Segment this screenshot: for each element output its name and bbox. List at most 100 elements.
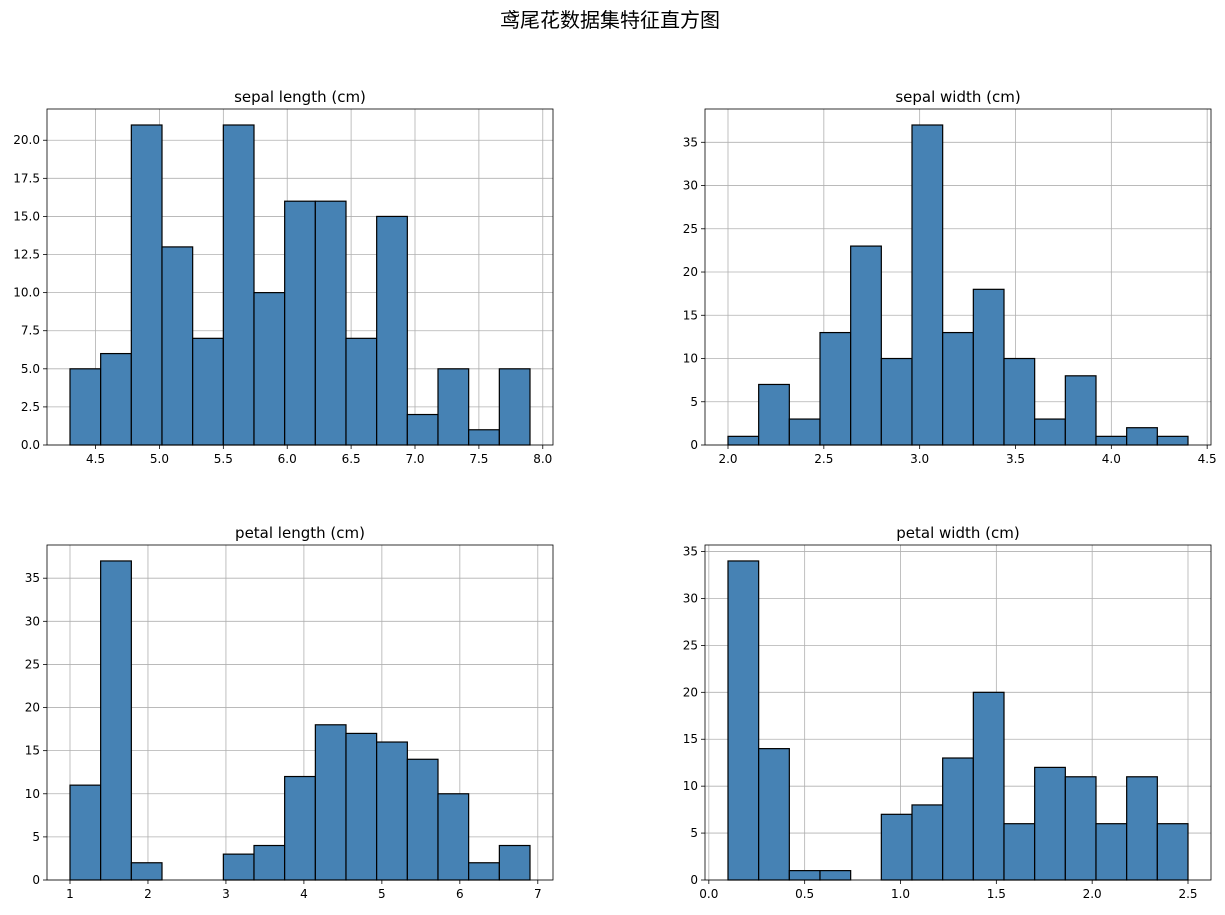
histogram-bar (406, 758, 439, 881)
y-tick-label: 5 (690, 395, 698, 409)
x-axis: 1 2 3 4 5 6 7 (66, 880, 542, 901)
y-tick-label: 15 (683, 732, 698, 746)
x-tick-label: 1.0 (891, 887, 910, 901)
y-tick-label: 5.0 (21, 362, 40, 376)
axes-frame (704, 108, 1212, 446)
histogram-bar (819, 870, 852, 881)
histogram-bar (284, 775, 316, 881)
subplot-3: 1 2 3 4 5 6 7 0 5 10 15 20 25 30 35 petal length (cm) (25, 524, 554, 901)
histogram-bar (1126, 776, 1158, 881)
histogram-bar (345, 337, 378, 446)
y-tick-label: 5 (690, 826, 698, 840)
bars (727, 560, 1189, 881)
x-tick-label: 8.0 (533, 452, 552, 466)
histogram-bar (192, 337, 224, 446)
axes-frame (46, 544, 554, 881)
histogram-bar (1095, 823, 1128, 881)
histogram-bar (376, 215, 408, 446)
y-tick-label: 30 (683, 591, 698, 605)
y-tick-label: 10 (683, 352, 698, 366)
x-tick-label: 4.5 (1198, 452, 1217, 466)
x-tick-label: 2.5 (1178, 887, 1197, 901)
y-tick-label: 25 (683, 638, 698, 652)
x-tick-label: 5.0 (150, 452, 169, 466)
histogram-bar (376, 741, 408, 881)
histogram-bar (1003, 823, 1036, 881)
y-tick-label: 35 (683, 545, 698, 559)
axes-frame (46, 108, 554, 446)
subplot-title: sepal width (cm) (895, 88, 1020, 106)
histogram-bar (498, 844, 531, 881)
x-tick-label: 4 (300, 887, 308, 901)
histogram-bar (314, 200, 347, 446)
histogram-bar (222, 853, 255, 881)
x-tick-label: 6 (456, 887, 464, 901)
y-tick-label: 20 (683, 685, 698, 699)
histogram-bar (437, 368, 470, 446)
subplot-title: petal length (cm) (235, 524, 365, 542)
y-tick-label: 0 (32, 873, 40, 887)
x-tick-label: 4.5 (86, 452, 105, 466)
x-tick-label: 3 (222, 887, 230, 901)
y-axis: 0 5 10 15 20 25 30 35 (25, 571, 47, 887)
histogram-bar (972, 288, 1005, 446)
histogram-bar (314, 724, 347, 881)
y-tick-label: 12.5 (13, 248, 40, 262)
histogram-bar (1034, 418, 1066, 446)
y-tick-label: 10.0 (13, 286, 40, 300)
histogram-bar (161, 246, 194, 446)
bars (69, 124, 531, 446)
y-tick-label: 30 (683, 179, 698, 193)
x-tick-label: 5.5 (214, 452, 233, 466)
x-tick-label: 0.0 (699, 887, 718, 901)
histogram-bar (130, 862, 163, 881)
y-tick-label: 35 (683, 135, 698, 149)
histogram-bar (498, 368, 531, 446)
histogram-bar (758, 748, 790, 881)
x-tick-label: 2.0 (1083, 887, 1102, 901)
y-tick-label: 20 (683, 265, 698, 279)
histogram-bar (880, 357, 913, 446)
histogram-bar (253, 844, 286, 881)
histogram-bar (345, 732, 378, 881)
histogram-bar (911, 804, 944, 881)
x-tick-label: 1 (66, 887, 74, 901)
histogram-bar (942, 331, 974, 446)
y-tick-label: 20 (25, 701, 40, 715)
y-tick-label: 25 (683, 222, 698, 236)
y-axis: 0 5 10 15 20 25 30 35 (683, 135, 705, 452)
y-tick-label: 15.0 (13, 209, 40, 223)
y-tick-label: 35 (25, 571, 40, 585)
histogram-bar (253, 292, 286, 446)
bars (727, 124, 1189, 446)
histogram-bar (911, 124, 944, 446)
figure-title: 鸢尾花数据集特征直方图 (500, 8, 720, 32)
histogram-bar (972, 691, 1005, 881)
x-tick-label: 0.5 (795, 887, 814, 901)
histogram-bar (69, 784, 102, 881)
y-tick-label: 0 (690, 873, 698, 887)
histogram-bar (850, 245, 882, 446)
y-tick-label: 10 (683, 779, 698, 793)
histogram-bar (437, 793, 470, 881)
x-tick-label: 4.0 (1102, 452, 1121, 466)
subplot-1: 4.5 5.0 5.5 6.0 6.5 7.0 7.5 8.0 0.0 2.5 5.0 7.5 10.0… (13, 88, 554, 466)
histogram-bar (1064, 776, 1097, 881)
subplot-title: petal width (cm) (896, 524, 1019, 542)
x-tick-label: 6.5 (342, 452, 361, 466)
x-tick-label: 3.5 (1006, 452, 1025, 466)
x-tick-label: 2.0 (718, 452, 737, 466)
histogram-bar (100, 352, 132, 446)
x-tick-label: 7.0 (405, 452, 424, 466)
histogram-bar (69, 368, 102, 446)
x-axis: 2.0 2.5 3.0 3.5 4.0 4.5 (718, 445, 1217, 466)
histogram-bar (468, 862, 500, 881)
histogram-bar (1126, 427, 1158, 446)
y-tick-label: 2.5 (21, 400, 40, 414)
axes-frame (704, 544, 1212, 881)
y-tick-label: 20.0 (13, 133, 40, 147)
histogram-bar (130, 124, 163, 446)
y-tick-label: 15 (683, 308, 698, 322)
x-tick-label: 1.5 (987, 887, 1006, 901)
